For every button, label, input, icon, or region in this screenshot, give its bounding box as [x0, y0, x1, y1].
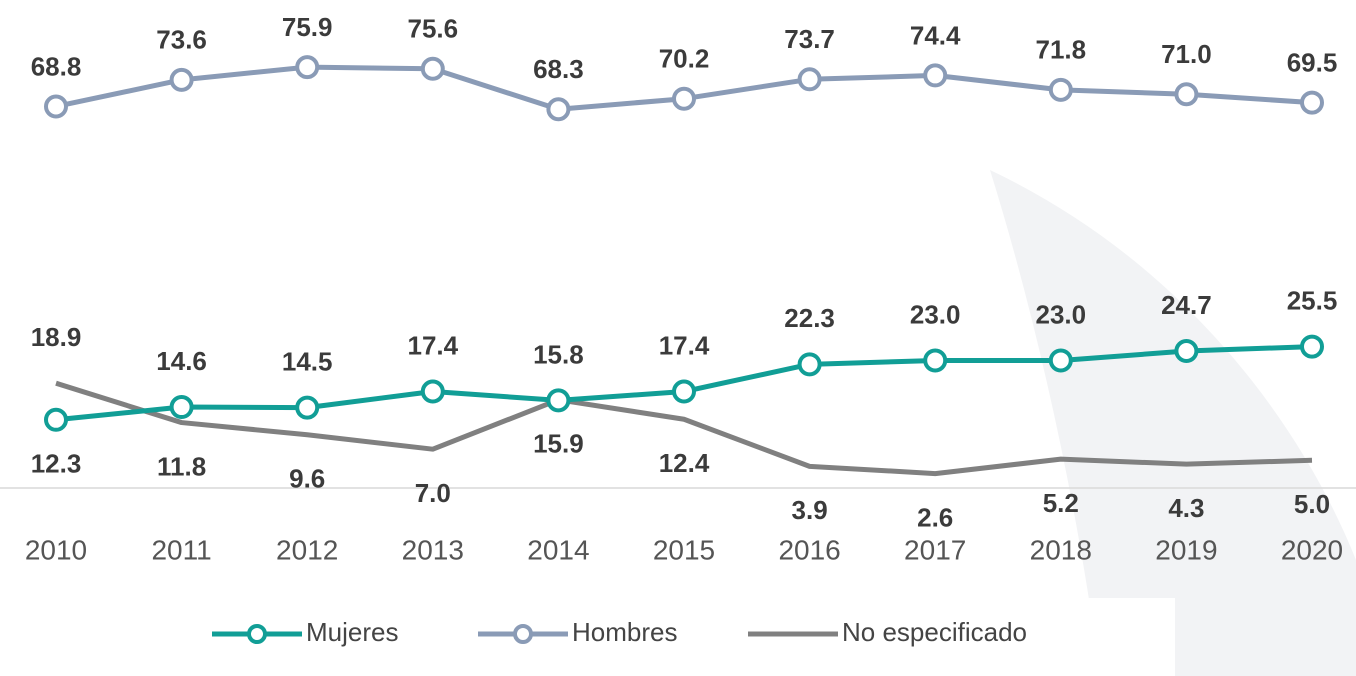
x-tick-label: 2012: [276, 534, 338, 565]
x-tick-label: 2016: [778, 534, 840, 565]
data-label: 75.6: [407, 14, 458, 44]
point-marker: [923, 348, 948, 373]
data-label: 7.0: [415, 478, 451, 508]
data-label: 11.8: [157, 451, 206, 481]
point-marker: [420, 56, 445, 81]
data-label: 68.8: [31, 51, 82, 81]
data-label: 73.6: [156, 25, 207, 55]
point-marker: [169, 395, 194, 420]
legend-label: Mujeres: [306, 617, 398, 647]
data-label: 3.9: [792, 495, 828, 525]
point-marker: [1174, 339, 1199, 364]
data-label: 23.0: [1035, 299, 1086, 329]
data-label: 22.3: [784, 303, 835, 333]
data-label: 12.3: [31, 449, 82, 479]
data-label: 74.4: [910, 20, 961, 50]
data-label: 71.0: [1161, 39, 1212, 69]
point-marker: [672, 86, 696, 111]
point-marker: [1048, 348, 1073, 373]
data-label: 12.4: [659, 448, 710, 478]
point-marker: [546, 388, 571, 413]
point-marker: [1300, 90, 1324, 115]
x-tick-label: 2010: [25, 534, 87, 565]
data-label: 15.9: [533, 429, 584, 459]
legend-marker: [513, 624, 533, 644]
x-tick-label: 2015: [653, 534, 715, 565]
point-marker: [923, 63, 948, 88]
data-label: 14.5: [282, 346, 333, 376]
point-marker: [295, 395, 320, 420]
data-label: 17.4: [407, 330, 458, 360]
legend-label: No especificado: [842, 617, 1027, 647]
data-label: 24.7: [1161, 290, 1212, 320]
data-label: 69.5: [1287, 47, 1338, 77]
data-label: 23.0: [910, 299, 961, 329]
point-marker: [1300, 334, 1324, 359]
point-marker: [169, 67, 194, 92]
data-label: 75.9: [282, 12, 333, 42]
x-tick-label: 2018: [1030, 534, 1092, 565]
legend-marker: [247, 624, 267, 644]
data-label: 18.9: [31, 322, 82, 352]
data-label: 70.2: [659, 44, 710, 74]
data-label: 17.4: [659, 330, 710, 360]
point-marker: [546, 97, 571, 122]
data-label: 14.6: [156, 346, 207, 376]
point-marker: [44, 407, 68, 432]
legend-box: [192, 598, 1175, 676]
x-tick-label: 2019: [1155, 534, 1217, 565]
legend-label: Hombres: [572, 617, 677, 647]
point-marker: [420, 379, 445, 404]
point-marker: [672, 379, 696, 404]
background-swoosh: [990, 170, 1356, 676]
data-label: 25.5: [1287, 285, 1338, 315]
x-tick-label: 2014: [527, 534, 589, 565]
data-label: 4.3: [1168, 493, 1204, 523]
series-line: [55, 380, 1313, 477]
point-marker: [1048, 77, 1073, 102]
point-marker: [295, 55, 320, 80]
data-label: 71.8: [1035, 35, 1086, 65]
data-label: 5.2: [1043, 488, 1079, 518]
data-label: 73.7: [784, 24, 835, 54]
x-tick-label: 2013: [402, 534, 464, 565]
x-tick-label: 2020: [1281, 534, 1343, 565]
data-label: 68.3: [533, 54, 584, 84]
x-tick-label: 2017: [904, 534, 966, 565]
data-label: 2.6: [917, 502, 953, 532]
point-marker: [797, 352, 822, 377]
x-tick-label: 2011: [151, 534, 211, 565]
data-label: 9.6: [289, 464, 325, 494]
data-label: 5.0: [1294, 489, 1330, 519]
point-marker: [797, 67, 822, 92]
point-marker: [1174, 82, 1199, 107]
data-label: 15.8: [533, 339, 584, 369]
point-marker: [44, 94, 68, 119]
